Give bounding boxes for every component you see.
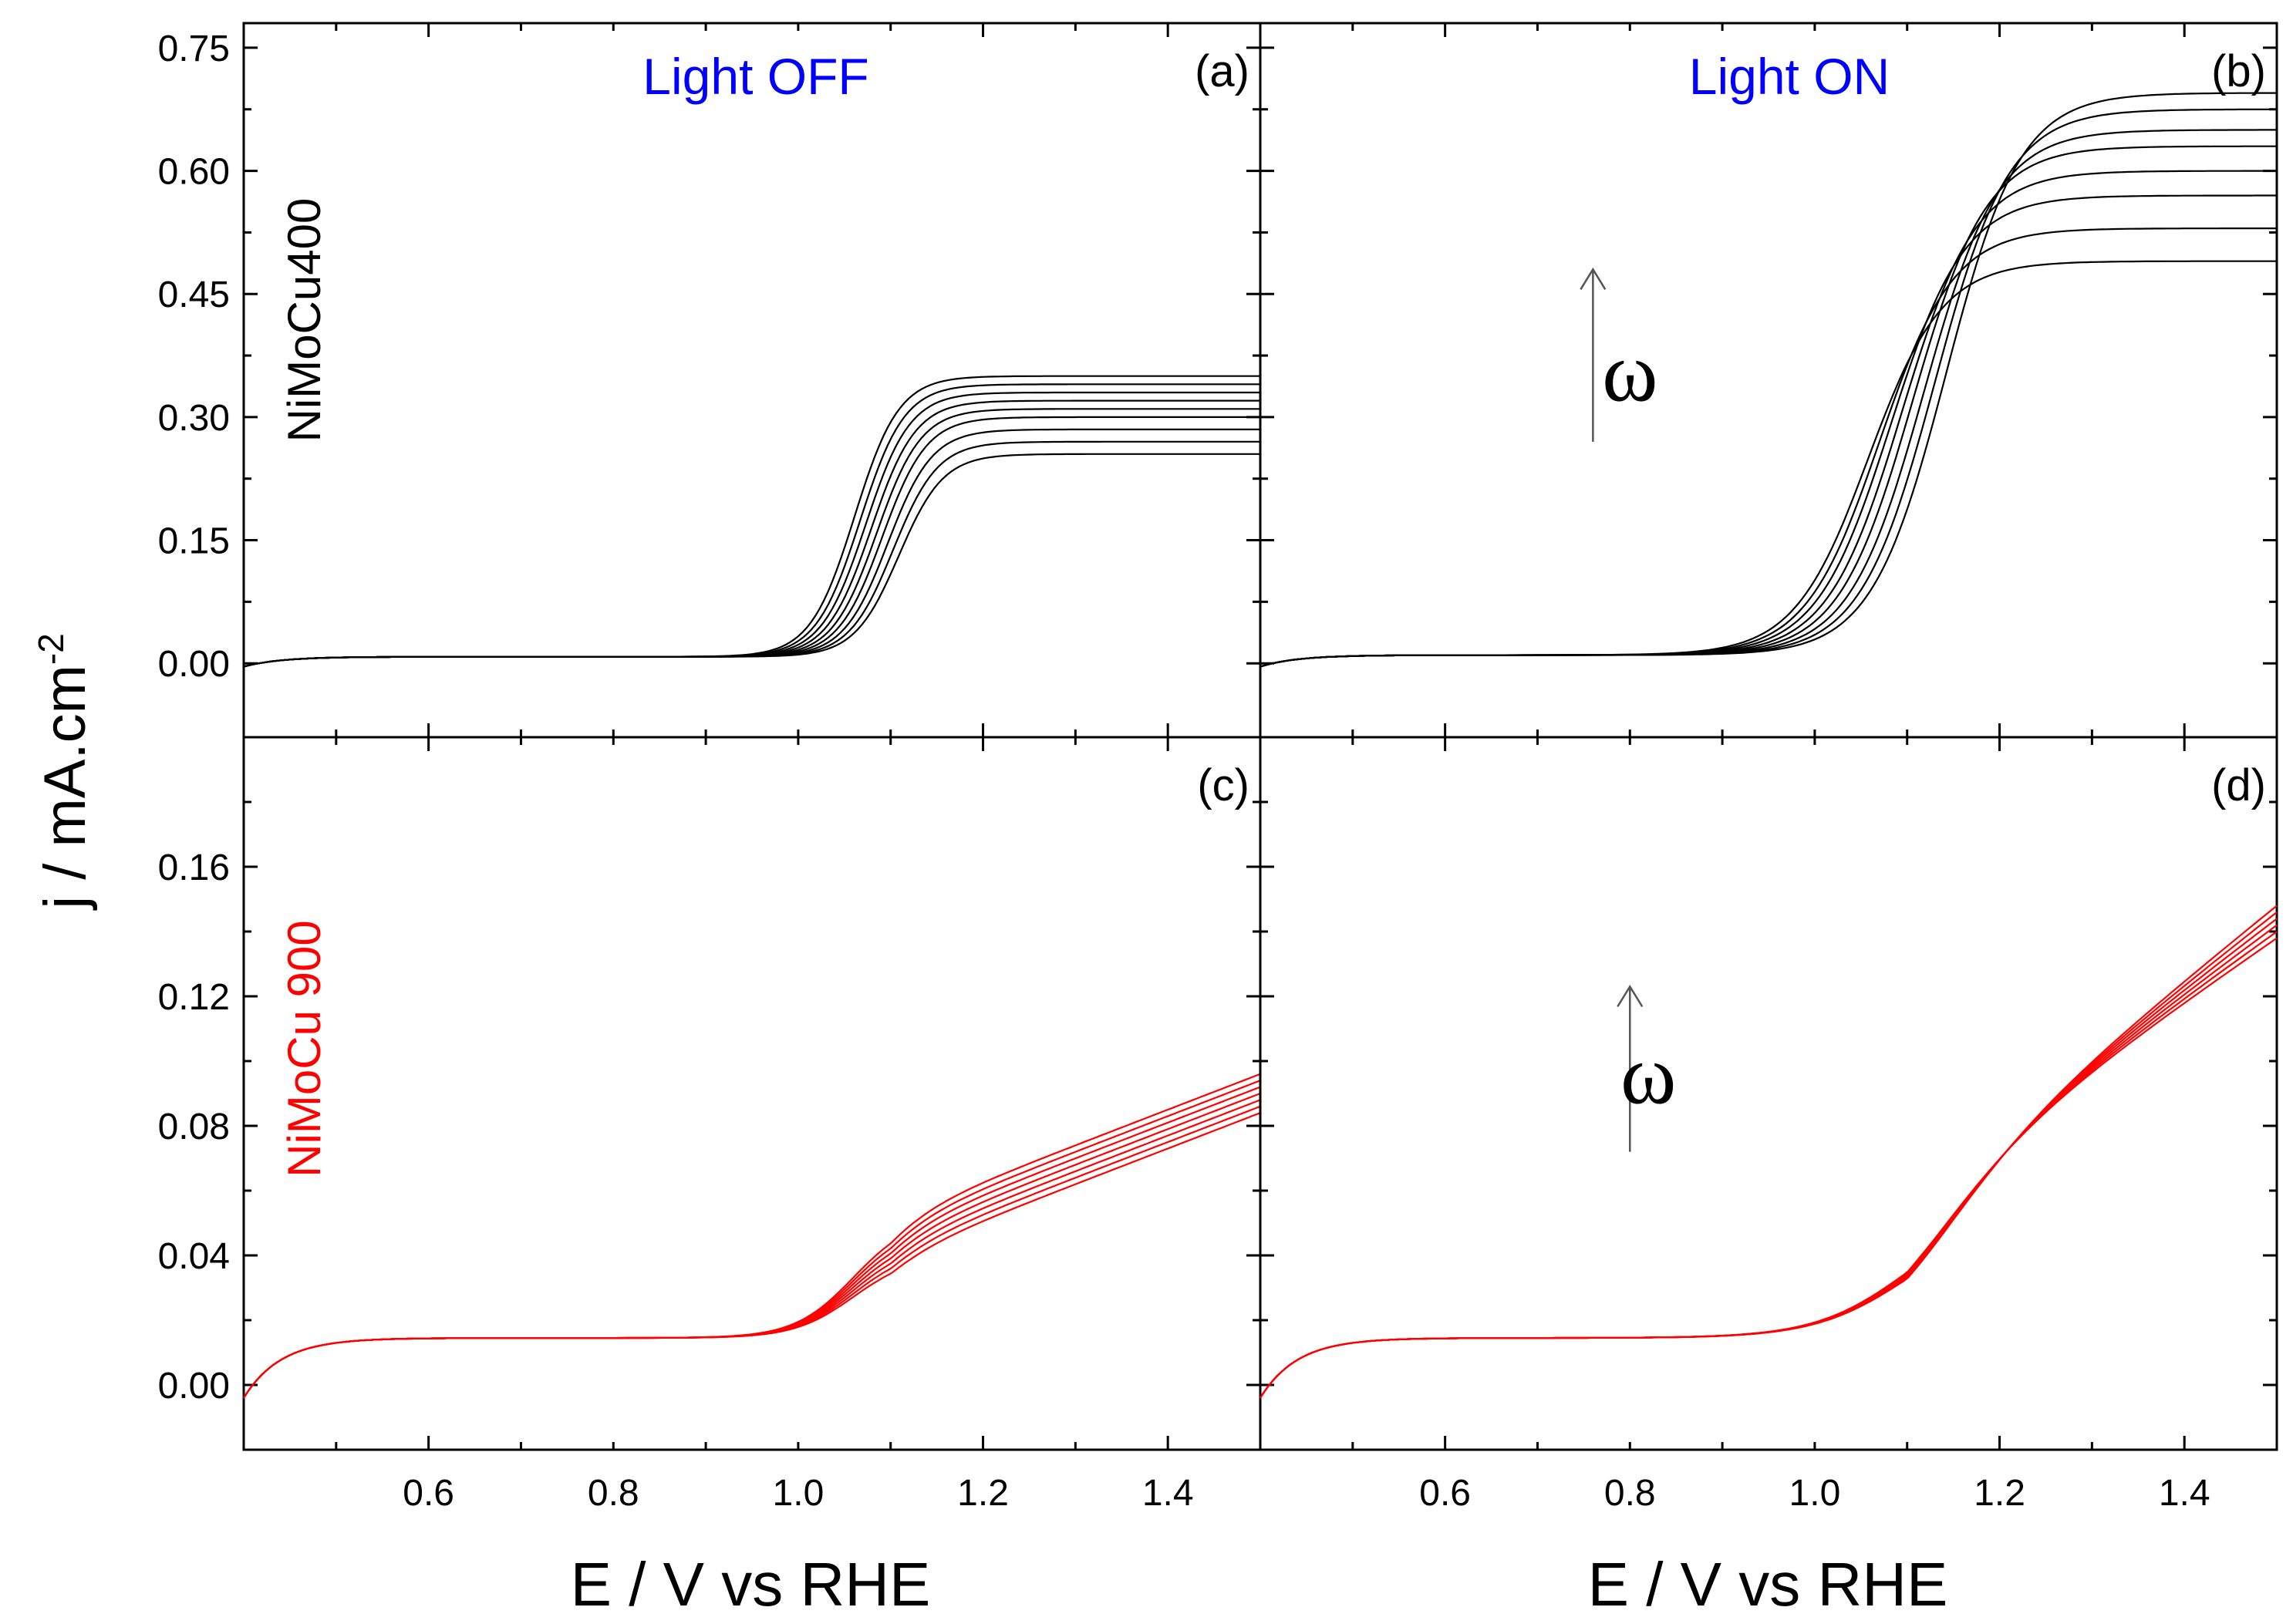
x-tick-label: 1.4 xyxy=(2159,1473,2210,1514)
series-line xyxy=(1259,905,2278,1399)
omega-label: ω xyxy=(1620,1028,1676,1122)
panel-frame xyxy=(1259,736,2278,1451)
x-tick-label: 1.2 xyxy=(957,1473,1009,1514)
arrow-head xyxy=(1617,985,1644,1008)
x-tick-label: 1.2 xyxy=(1974,1473,2025,1514)
y-tick-label: 0.00 xyxy=(158,644,230,685)
x-tick-label: 0.8 xyxy=(588,1473,639,1514)
header-light-off: Light OFF xyxy=(642,48,868,105)
panels: 0.00 0.15 0.30 0.45 0.60 0.75 (a) (b) ω 0.6 0.8 1.0… xyxy=(158,22,2278,1514)
x-tick-label: 1.0 xyxy=(773,1473,824,1514)
y-tick-label: 0.15 xyxy=(158,521,230,562)
y-tick-label: 0.16 xyxy=(158,847,230,888)
arrow-head xyxy=(1580,267,1607,290)
y-tick-label: 0.45 xyxy=(158,275,230,315)
header-light-on: Light ON xyxy=(1689,48,1890,105)
series-line xyxy=(1259,92,2277,668)
panel-label: (c) xyxy=(1197,760,1249,810)
x-tick-label: 0.6 xyxy=(1419,1473,1471,1514)
x-axis-label-left: E / V vs RHE xyxy=(571,1550,931,1619)
x-axis-label-right: E / V vs RHE xyxy=(1588,1550,1948,1619)
x-tick-label: 1.0 xyxy=(1789,1473,1841,1514)
y-tick-label: 0.08 xyxy=(158,1107,230,1147)
series-line xyxy=(243,1073,1261,1399)
y-tick-label: 0.04 xyxy=(158,1236,230,1277)
panel-c: 0.6 0.8 1.0 1.2 1.4 0.00 0.04 0.08 0.12 0.16 (c) xyxy=(158,736,1262,1514)
omega-label: ω xyxy=(1602,325,1657,419)
series-line xyxy=(243,375,1260,668)
panel-label: (d) xyxy=(2211,760,2266,810)
x-tick-label: 1.4 xyxy=(1142,1473,1194,1514)
x-tick-label: 0.8 xyxy=(1604,1473,1656,1514)
row-label-nimocu900: NiMoCu 900 xyxy=(278,920,330,1178)
panel-b: (b) ω xyxy=(1259,22,2278,739)
y-tick-label: 0.75 xyxy=(158,29,230,69)
y-tick-label: 0.12 xyxy=(158,977,230,1018)
panel-d: 0.6 0.8 1.0 1.2 1.4 (d) ω xyxy=(1259,736,2278,1514)
y-tick-label: 0.60 xyxy=(158,152,230,193)
row-label-nimocu400: NiMoCu400 xyxy=(278,198,330,443)
panel-label: (b) xyxy=(2211,46,2266,96)
x-tick-label: 0.6 xyxy=(403,1473,454,1514)
y-axis-label: j / mA.cm-2 xyxy=(31,633,98,911)
y-tick-label: 0.30 xyxy=(158,398,230,439)
y-tick-label: 0.00 xyxy=(158,1366,230,1407)
panel-label: (a) xyxy=(1195,46,1249,96)
